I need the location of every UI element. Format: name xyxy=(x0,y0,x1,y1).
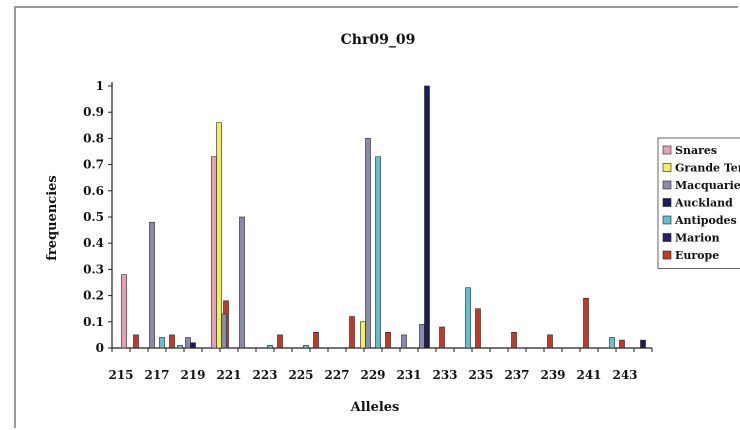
bar xyxy=(267,345,273,349)
bar xyxy=(239,216,245,349)
x-tick-label: 223 xyxy=(252,368,277,382)
bar xyxy=(277,334,283,349)
bar xyxy=(221,313,227,349)
legend-swatch xyxy=(662,180,672,190)
x-tick-label: 219 xyxy=(180,368,205,382)
bar xyxy=(211,156,217,349)
bar xyxy=(185,337,191,349)
bar xyxy=(465,287,471,349)
bar xyxy=(385,331,391,349)
bar xyxy=(121,274,127,349)
legend-entry: Macquarie xyxy=(675,179,740,192)
x-tick-label: 233 xyxy=(432,368,457,382)
bar xyxy=(547,334,553,349)
legend-box xyxy=(657,137,740,269)
x-tick-label: 225 xyxy=(288,368,313,382)
y-tick-label: 0.9 xyxy=(83,105,104,119)
bars xyxy=(121,85,646,349)
y-tick-label: 0.2 xyxy=(83,289,104,303)
x-tick-label: 231 xyxy=(396,368,421,382)
legend-entry: Grande Terre xyxy=(675,162,740,175)
bar xyxy=(216,122,222,349)
legend-entry: Europe xyxy=(675,249,719,262)
bar xyxy=(303,345,309,349)
y-tick-label: 0.7 xyxy=(83,158,104,172)
y-tick-label: 0.8 xyxy=(83,131,104,145)
y-tick-label: 0.6 xyxy=(83,184,104,198)
bar xyxy=(190,342,196,349)
legend: Snares Grande Terre Macquarie Auckland Antip… xyxy=(657,137,740,269)
legend-swatch xyxy=(662,163,672,172)
x-tick-label: 215 xyxy=(108,368,133,382)
x-axis: 215 217 219 221 223 225 227 229 231 233 235 237 239 2… xyxy=(108,347,653,382)
chart-title: Chr09_09 xyxy=(341,32,416,48)
bar xyxy=(360,321,366,349)
bar xyxy=(349,316,355,349)
legend-swatch xyxy=(662,198,672,207)
legend-swatch xyxy=(662,233,672,242)
bar xyxy=(609,337,615,349)
bar xyxy=(401,334,407,349)
legend-entry: Antipodes xyxy=(674,214,737,227)
x-tick-label: 221 xyxy=(216,368,241,382)
bar xyxy=(149,221,155,349)
x-tick-label: 217 xyxy=(144,368,169,382)
legend-entry: Marion xyxy=(675,232,720,245)
x-tick-label: 243 xyxy=(612,368,637,382)
y-tick-label: 0.4 xyxy=(83,236,104,250)
bar xyxy=(439,326,445,349)
x-tick-label: 237 xyxy=(504,368,529,382)
y-axis-label: frequencies xyxy=(45,175,60,260)
y-tick-label: 1 xyxy=(96,79,104,93)
x-tick-label: 239 xyxy=(540,368,565,382)
legend-swatch xyxy=(662,250,672,260)
bar xyxy=(177,345,183,349)
y-tick-label: 0.1 xyxy=(83,315,104,329)
bar xyxy=(419,324,425,349)
bar xyxy=(313,331,319,349)
bar xyxy=(583,297,589,349)
x-tick-label: 235 xyxy=(468,368,493,382)
x-tick-label: 229 xyxy=(360,368,385,382)
y-tick-label: 0.3 xyxy=(83,262,104,276)
y-tick-label: 0 xyxy=(96,341,104,355)
bar xyxy=(133,334,139,349)
legend-swatch xyxy=(662,145,672,155)
bar xyxy=(365,138,371,349)
chart-frame xyxy=(14,6,738,428)
bar xyxy=(424,85,430,349)
bar xyxy=(169,334,175,349)
bar xyxy=(475,308,481,349)
bar xyxy=(159,337,165,349)
bar xyxy=(511,331,517,349)
y-tick-label: 0.5 xyxy=(83,210,104,224)
legend-entry: Snares xyxy=(675,144,717,157)
x-tick-label: 241 xyxy=(576,368,601,382)
bar xyxy=(619,339,625,349)
bar xyxy=(640,339,646,349)
x-axis-label: Alleles xyxy=(350,400,400,415)
legend-entry: Auckland xyxy=(674,197,733,210)
x-tick-label: 227 xyxy=(324,368,349,382)
legend-swatch xyxy=(662,215,672,225)
bar xyxy=(375,156,381,349)
y-axis: 0 0.1 0.2 0.3 0.4 0.5 0.6 0.7 0.8 0.9 1 xyxy=(83,79,113,355)
